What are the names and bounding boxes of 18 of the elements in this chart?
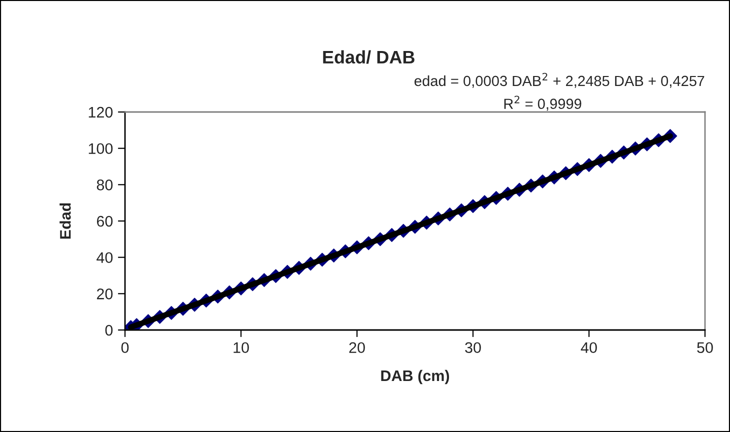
y-tick-label: 80 (96, 180, 113, 190)
x-tick-label: 20 (349, 342, 365, 354)
y-tick-label: 100 (88, 143, 113, 154)
chart-title: Edad/ DAB (323, 50, 414, 64)
y-tick-label: 40 (96, 252, 113, 264)
x-tick-label: 0 (121, 342, 129, 354)
text: R$^{2}$ = 0,9999 (504, 96, 582, 111)
x-tick-label: 30 (465, 342, 481, 354)
x-axis-title: DAB (cm) (381, 370, 450, 384)
y-axis-title: Edad (60, 203, 71, 239)
y-tick-label: 0 (105, 324, 113, 336)
y-tick-label: 120 (88, 106, 113, 118)
x-tick-label: 10 (234, 342, 249, 354)
x-tick-label: 40 (580, 342, 597, 354)
text: edad = 0,0003 DAB$^{2}$ + 2,2485 DAB + 0,4257 (414, 72, 704, 88)
y-tick-label: 60 (96, 216, 113, 227)
y-tick-label: 20 (96, 288, 113, 300)
x-tick-label: 50 (697, 342, 713, 354)
